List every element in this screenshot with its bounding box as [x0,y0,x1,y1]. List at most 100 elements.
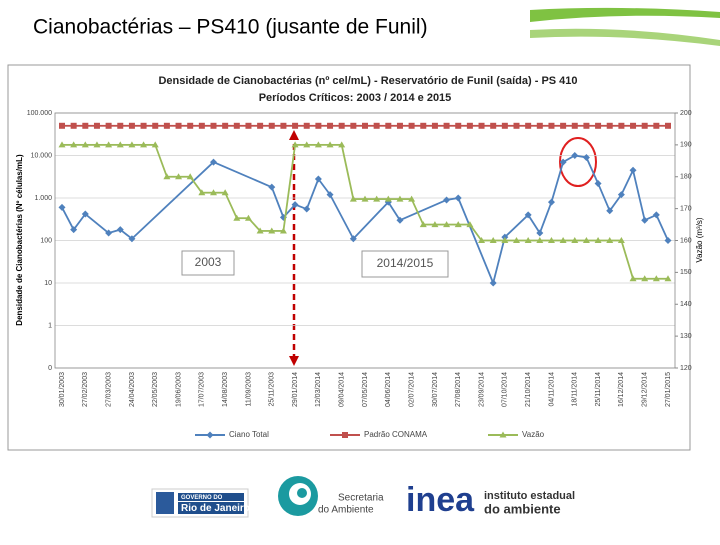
sec-top: Secretaria [338,493,384,504]
line-segment [620,169,634,196]
inea-logo: inea [406,481,475,519]
legend-label: Padrão CONAMA [364,430,428,439]
line-segment [84,213,110,234]
y2-tick-label: 150 [680,269,692,276]
marker [198,189,206,196]
marker [583,122,590,129]
marker [349,195,357,202]
marker [303,122,310,129]
marker [536,122,543,129]
marker [454,221,462,228]
y-tick-label: 0 [48,365,52,372]
y-tick-label: 10 [44,280,52,287]
marker [524,237,532,243]
line-segment [61,207,75,231]
marker [489,237,497,243]
x-tick-label: 24/04/2003 [129,372,136,407]
marker [478,122,485,129]
marker [420,122,427,129]
marker [617,237,625,243]
x-tick-label: 29/01/2014 [292,372,299,407]
line-segment [609,194,623,212]
marker [408,122,415,129]
y2-tick-label: 160 [680,237,692,244]
line-segment [504,214,529,238]
marker [385,122,392,129]
marker [594,179,602,187]
marker [326,141,334,148]
x-tick-label: 11/09/2003 [245,372,252,407]
line-segment [538,201,553,234]
line-segment [387,201,401,221]
sec-name: do Ambiente [318,505,374,516]
marker [560,122,567,129]
marker [606,237,614,243]
annotation-box [361,250,449,278]
x-tick-label: 07/05/2014 [362,372,369,407]
marker [163,173,171,180]
marker [257,122,264,129]
marker [408,195,416,202]
marker [489,279,497,287]
marker [396,216,404,224]
marker [664,237,672,244]
x-tick-label: 02/07/2014 [408,372,415,407]
marker [186,173,194,180]
x-tick-label: 16/12/2014 [618,372,625,407]
marker [338,141,346,148]
y2-tick-label: 170 [680,205,692,212]
marker [342,432,348,438]
line-segment [317,178,331,196]
y2-tick-label: 200 [680,110,692,117]
marker [454,194,462,202]
marker [455,122,462,129]
marker [431,122,438,129]
line-segment [270,186,285,218]
inea-name: do ambiente [484,501,561,516]
marker [547,237,555,243]
x-tick-label: 17/07/2003 [199,372,206,407]
y2-tick-label: 190 [680,142,692,149]
x-tick-label: 21/10/2014 [525,372,532,407]
line-segment [410,198,425,225]
line-segment [329,194,355,240]
marker [128,141,136,148]
y-tick-label: 100.000 [27,110,52,117]
line-segment [620,240,634,280]
x-tick-label: 27/01/2015 [665,372,672,407]
marker [490,122,497,129]
marker [443,122,450,129]
marker [105,122,112,129]
x-tick-label: 27/03/2003 [105,372,112,407]
x-tick-label: 25/11/2014 [595,372,602,407]
marker [350,122,357,129]
line-segment [585,157,599,184]
line-segment [492,236,506,284]
y2-tick-label: 180 [680,174,692,181]
marker [81,141,89,148]
marker [303,205,311,213]
marker [606,122,613,129]
marker [116,226,124,234]
marker [641,275,649,282]
marker [327,122,334,129]
x-tick-label: 14/08/2003 [222,372,229,407]
line-segment [655,214,669,241]
footer: GOVERNO DO Rio de Janeiro Secretaria do … [151,476,575,519]
marker [268,227,276,234]
marker [362,122,368,129]
marker [280,122,287,129]
inea-top: instituto estadual [484,490,575,502]
marker [559,237,567,243]
marker [268,122,275,129]
marker [198,122,205,129]
marker [618,122,625,129]
marker [513,237,520,243]
marker [175,122,182,129]
marker [652,211,660,219]
marker [396,195,404,202]
line-segment [457,197,495,284]
marker [582,237,590,243]
marker [630,122,637,129]
marker [291,141,299,148]
